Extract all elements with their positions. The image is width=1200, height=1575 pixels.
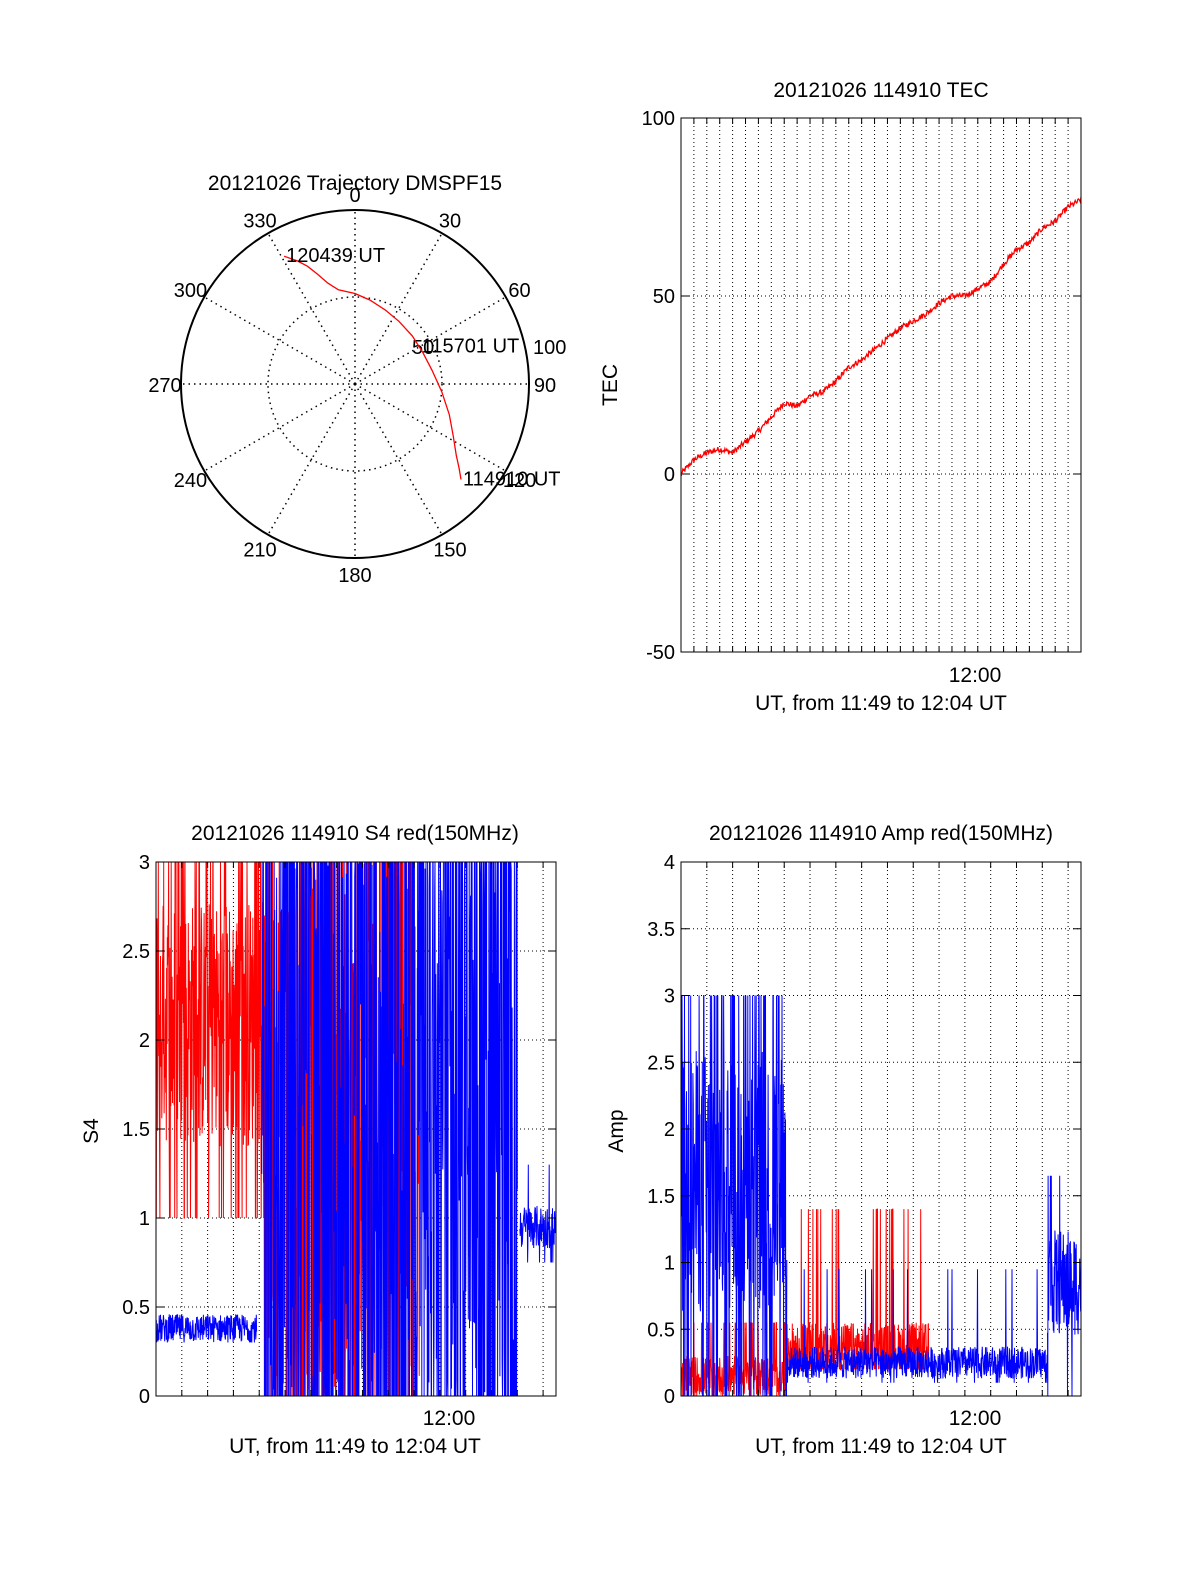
s4-series-blue bbox=[519, 1164, 557, 1263]
polar-time-annotation: 115701 UT bbox=[422, 336, 519, 358]
tec-plot-frame bbox=[680, 117, 1082, 653]
polar-angle-label: 330 bbox=[243, 210, 276, 232]
polar-outer-circle bbox=[180, 209, 530, 559]
tec-y-tick-label: 100 bbox=[642, 108, 675, 130]
polar-angle-label: 150 bbox=[433, 540, 466, 562]
amp-title: 20121026 114910 Amp red(150MHz) bbox=[709, 822, 1053, 845]
amp-y-tick-label: 2 bbox=[664, 1119, 675, 1141]
trajectory-line bbox=[283, 255, 462, 480]
s4-y-tick-label: 2.5 bbox=[122, 941, 150, 963]
s4-series-blue bbox=[155, 1314, 258, 1343]
polar-title: 20121026 Trajectory DMSPF15 bbox=[208, 172, 502, 195]
polar-radial-label: 50 bbox=[412, 337, 434, 359]
amp-y-tick-label: 1 bbox=[664, 1253, 675, 1275]
s4-y-tick-label: 0.5 bbox=[122, 1297, 150, 1319]
amp-series-blue bbox=[1047, 1175, 1082, 1397]
polar-spoke bbox=[354, 232, 443, 385]
s4-y-tick-label: 0 bbox=[139, 1386, 150, 1408]
s4-y-tick-label: 2 bbox=[139, 1030, 150, 1052]
amp-x-axis-label: UT, from 11:49 to 12:04 UT bbox=[755, 1435, 1007, 1458]
tec-series-line bbox=[680, 197, 1082, 477]
amp-y-tick-label: 1.5 bbox=[647, 1186, 675, 1208]
polar-angle-label: 30 bbox=[439, 210, 461, 232]
amp-plot-frame bbox=[680, 861, 1082, 1397]
polar-spoke bbox=[354, 296, 507, 385]
tec-x-axis-label: UT, from 11:49 to 12:04 UT bbox=[755, 692, 1007, 715]
polar-angle-label: 0 bbox=[349, 185, 360, 207]
polar-spoke bbox=[267, 383, 356, 536]
polar-angle-label: 240 bbox=[174, 470, 207, 492]
polar-spoke bbox=[203, 383, 356, 472]
polar-trajectory-panel: 20121026 Trajectory DMSPF15 0 30 60 90 120 15… bbox=[148, 172, 566, 587]
s4-panel: 20121026 114910 S4 red(150MHz) 0 0.5 1 1.5 2… bbox=[80, 822, 557, 1458]
amp-y-tick-label: 0 bbox=[664, 1386, 675, 1408]
tec-y-tick-label: -50 bbox=[646, 642, 675, 664]
amp-y-tick-label: 4 bbox=[664, 852, 675, 874]
polar-angle-label: 60 bbox=[508, 280, 530, 302]
amp-panel: 20121026 114910 Amp red(150MHz) 0 0.5 1 1.5… bbox=[605, 822, 1082, 1458]
s4-x-tick-label: 12:00 bbox=[423, 1407, 476, 1430]
s4-y-tick-label: 1 bbox=[139, 1208, 150, 1230]
polar-angle-label: 180 bbox=[338, 565, 371, 587]
s4-x-axis-label: UT, from 11:49 to 12:04 UT bbox=[229, 1435, 481, 1458]
polar-inner-ring bbox=[267, 296, 443, 472]
tec-panel: 20121026 114910 TEC -50 0 50 100 12:00 UT, … bbox=[599, 79, 1082, 715]
tec-y-axis-label: TEC bbox=[599, 364, 622, 406]
s4-y-axis-label: S4 bbox=[80, 1118, 103, 1144]
polar-angle-label: 120 bbox=[503, 470, 536, 492]
s4-title: 20121026 114910 S4 red(150MHz) bbox=[191, 822, 519, 845]
s4-y-tick-label: 3 bbox=[139, 852, 150, 874]
polar-angle-label: 210 bbox=[243, 540, 276, 562]
polar-angle-label: 270 bbox=[148, 375, 181, 397]
polar-time-annotation: 120439 UT bbox=[286, 245, 385, 267]
amp-y-axis-label: Amp bbox=[605, 1109, 628, 1152]
amp-y-tick-label: 0.5 bbox=[647, 1319, 675, 1341]
tec-y-tick-label: 0 bbox=[664, 464, 675, 486]
tec-y-tick-label: 50 bbox=[653, 286, 675, 308]
amp-series-blue bbox=[786, 1268, 1048, 1383]
s4-plot-frame bbox=[155, 861, 557, 1397]
polar-angle-label: 300 bbox=[174, 280, 207, 302]
polar-angle-label: 90 bbox=[534, 375, 556, 397]
polar-radial-label: 100 bbox=[533, 337, 566, 359]
polar-time-annotation: 114910 UT bbox=[463, 468, 560, 490]
polar-spoke bbox=[354, 383, 507, 472]
amp-y-tick-label: 3 bbox=[664, 986, 675, 1008]
tec-title: 20121026 114910 TEC bbox=[773, 79, 988, 102]
s4-series-red bbox=[155, 861, 265, 1219]
polar-spoke bbox=[203, 296, 356, 385]
amp-y-tick-label: 2.5 bbox=[647, 1052, 675, 1074]
tec-x-tick-label: 12:00 bbox=[949, 664, 1002, 687]
polar-spoke bbox=[354, 383, 443, 536]
amp-y-tick-label: 3.5 bbox=[647, 919, 675, 941]
s4-y-tick-label: 1.5 bbox=[122, 1119, 150, 1141]
amp-series-blue bbox=[680, 995, 788, 1397]
amp-x-tick-label: 12:00 bbox=[949, 1407, 1002, 1430]
polar-spoke bbox=[267, 232, 356, 385]
